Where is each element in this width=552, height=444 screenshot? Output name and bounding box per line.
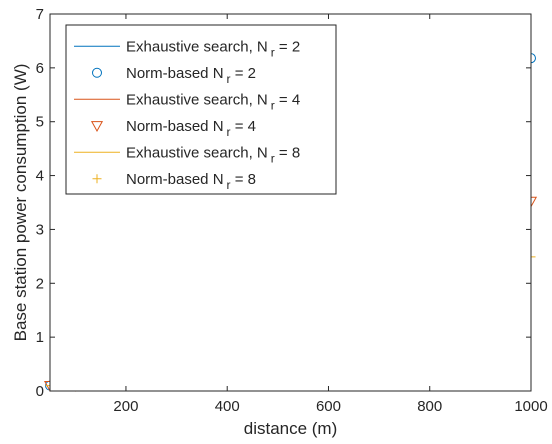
legend-label-suffix: = 4: [231, 118, 256, 135]
legend-swatch: [90, 121, 104, 132]
y-axis-label: Base station power consumption (W): [11, 64, 30, 342]
legend-label-suffix: = 8: [275, 144, 300, 161]
legend-label-subscript: r: [227, 125, 231, 139]
tick-labels: 200 400 600 800 1000 0 1 2 3 4 5 6 7: [36, 6, 548, 415]
legend-label-subscript: r: [227, 72, 231, 86]
legend-label-name: Norm-based N: [126, 171, 224, 188]
x-tick-label: 200: [113, 398, 138, 415]
y-tick-label: 6: [36, 60, 44, 77]
legend-label-subscript: r: [227, 178, 231, 192]
legend-label-suffix: = 2: [231, 65, 256, 82]
legend-label-subscript: r: [271, 45, 275, 59]
y-tick-label: 1: [36, 329, 44, 346]
legend-box: [65, 24, 337, 195]
y-tick-label: 7: [36, 6, 44, 23]
legend-label-name: Exhaustive search, N: [126, 91, 268, 108]
y-tick-label: 2: [36, 275, 44, 292]
y-tick-label: 0: [36, 383, 44, 400]
legend-label-subscript: r: [271, 151, 275, 165]
legend-label-subscript: r: [271, 98, 275, 112]
x-tick-label: 1000: [514, 398, 547, 415]
y-tick-label: 4: [36, 168, 44, 185]
y-tick-label: 5: [36, 114, 44, 131]
x-tick-label: 800: [417, 398, 442, 415]
x-tick-label: 400: [215, 398, 240, 415]
legend-label-suffix: = 4: [275, 91, 300, 108]
y-tick-label: 3: [36, 221, 44, 238]
legend-swatch: [92, 174, 102, 184]
legend-swatch: [92, 67, 102, 78]
legend-label-name: Norm-based N: [126, 65, 224, 82]
legend-label-name: Norm-based N: [126, 118, 224, 135]
legend-label-suffix: = 2: [275, 38, 300, 55]
legend-label-suffix: = 8: [231, 171, 256, 188]
x-axis-label: distance (m): [244, 419, 338, 438]
legend-label-name: Exhaustive search, N: [126, 144, 268, 161]
legend-label-name: Exhaustive search, N: [126, 38, 268, 55]
x-tick-label: 600: [316, 398, 341, 415]
